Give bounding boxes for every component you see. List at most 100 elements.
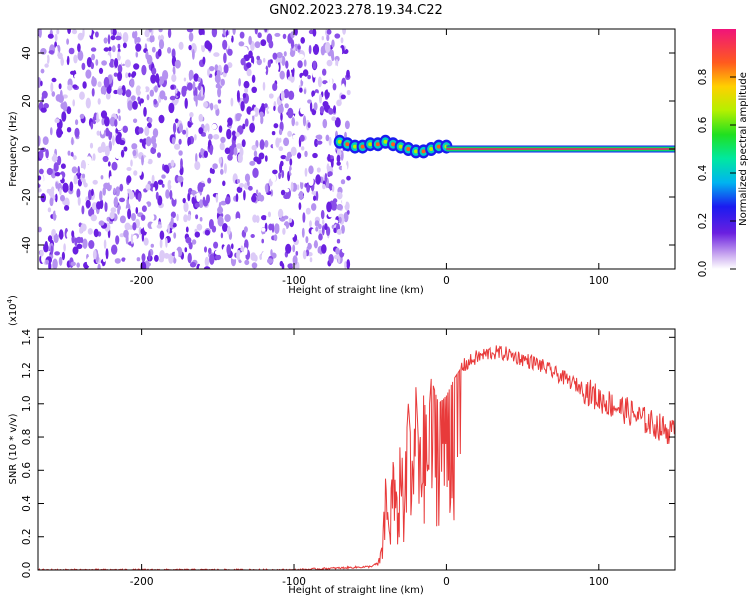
noise-dot — [73, 54, 78, 64]
noise-dot — [188, 72, 192, 81]
noise-dot — [177, 260, 182, 267]
y-tick-label: 1.0 — [21, 395, 33, 412]
noise-dot — [92, 153, 96, 161]
noise-dot — [71, 29, 78, 35]
noise-dot — [177, 204, 182, 216]
noise-dot — [71, 166, 78, 174]
noise-dot — [276, 63, 279, 72]
noise-dot — [114, 148, 121, 160]
noise-dot — [231, 243, 234, 250]
noise-dot — [109, 58, 115, 68]
noise-dot — [197, 96, 204, 101]
noise-dot — [163, 164, 170, 173]
noise-dot — [137, 96, 141, 102]
noise-dot — [82, 238, 88, 249]
noise-dot — [264, 29, 268, 33]
noise-dot — [253, 156, 260, 162]
noise-dot — [103, 182, 110, 189]
signal-point — [375, 142, 380, 147]
colorbar-tick-label: 0.8 — [697, 69, 709, 86]
noise-dot — [289, 158, 293, 166]
noise-dot — [299, 134, 305, 142]
noise-dot — [315, 134, 322, 139]
noise-dot — [77, 50, 84, 61]
noise-dot — [244, 118, 249, 127]
noise-dot — [207, 186, 214, 192]
noise-dot — [173, 256, 177, 264]
noise-dot — [302, 250, 307, 260]
noise-dot — [192, 49, 195, 60]
noise-dot — [239, 183, 245, 188]
noise-dot — [321, 36, 324, 41]
noise-dot — [42, 53, 48, 64]
noise-dot — [119, 197, 125, 203]
noise-dot — [135, 191, 138, 196]
noise-dot — [291, 117, 296, 127]
noise-dot — [78, 102, 83, 113]
noise-dot — [344, 120, 350, 130]
noise-dot — [95, 31, 99, 38]
noise-dot — [214, 74, 221, 84]
noise-dot — [215, 193, 219, 203]
noise-dot — [191, 114, 198, 124]
noise-dot — [151, 222, 156, 229]
noise-dot — [336, 99, 342, 107]
noise-dot — [90, 47, 97, 52]
noise-dot — [118, 115, 121, 122]
noise-dot — [205, 76, 209, 86]
spectrogram-ylabel: Frequency (Hz) — [8, 111, 19, 187]
noise-dot — [331, 116, 337, 122]
noise-dot — [222, 223, 228, 232]
noise-dot — [89, 173, 92, 180]
noise-dot — [117, 71, 123, 82]
noise-dot — [159, 238, 163, 249]
noise-dot — [318, 233, 323, 241]
noise-dot — [52, 258, 58, 269]
noise-dot — [117, 29, 121, 33]
noise-dot — [57, 155, 62, 166]
noise-dot — [176, 213, 179, 222]
noise-dot — [203, 150, 208, 158]
noise-dot — [346, 259, 351, 269]
noise-dot — [312, 60, 317, 70]
noise-dot — [187, 252, 192, 264]
noise-dot — [109, 211, 115, 220]
noise-dot — [235, 132, 240, 137]
noise-dot — [73, 155, 77, 161]
noise-dot — [71, 230, 75, 238]
noise-dot — [133, 112, 136, 118]
noise-dot — [80, 39, 86, 51]
noise-dot — [177, 164, 181, 172]
snr-ylabel: SNR (10 * v/v) — [8, 413, 19, 484]
noise-dot — [297, 54, 305, 59]
noise-dot — [197, 76, 202, 83]
noise-dot — [147, 122, 152, 129]
noise-dot — [157, 34, 165, 42]
noise-dot — [297, 45, 301, 50]
noise-dot — [336, 154, 341, 163]
noise-dot — [68, 156, 74, 161]
noise-dot — [53, 162, 59, 172]
noise-dot — [38, 226, 42, 233]
signal-point — [345, 142, 350, 147]
noise-dot — [177, 175, 184, 183]
noise-dot — [241, 139, 246, 148]
noise-dot — [290, 39, 295, 49]
noise-dot — [42, 136, 49, 146]
noise-dot — [284, 103, 289, 109]
noise-dot — [158, 39, 165, 50]
noise-dot — [265, 65, 269, 76]
noise-dot — [152, 128, 159, 138]
noise-dot — [60, 163, 66, 169]
noise-dot — [260, 39, 267, 47]
noise-dot — [165, 189, 170, 199]
noise-dot — [110, 35, 116, 41]
noise-dot — [141, 205, 147, 212]
noise-dot — [141, 253, 146, 262]
noise-dot — [280, 160, 284, 167]
noise-dot — [168, 102, 175, 114]
noise-dot — [77, 32, 84, 41]
noise-dot — [262, 233, 266, 239]
noise-dot — [281, 263, 285, 269]
noise-dot — [59, 188, 62, 196]
